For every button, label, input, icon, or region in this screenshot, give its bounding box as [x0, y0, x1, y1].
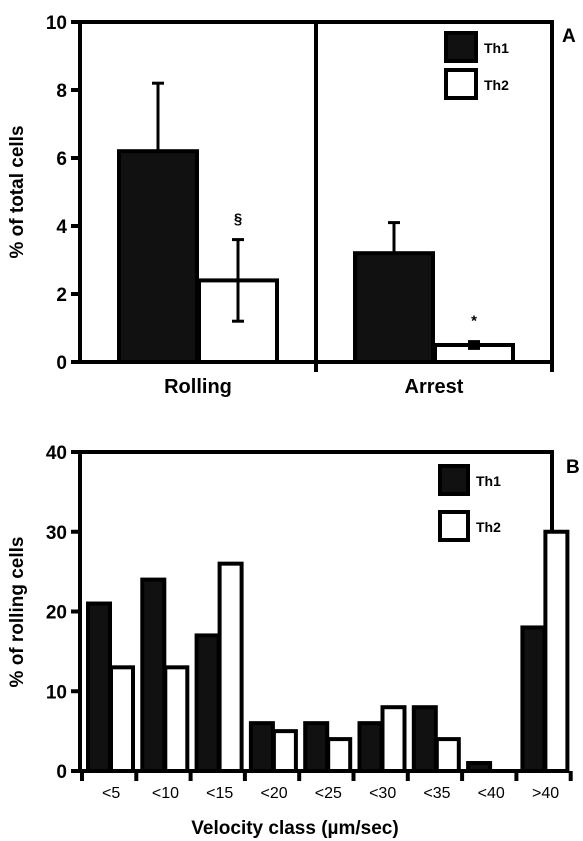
panel-a-significance-mark: § [234, 211, 242, 228]
panel-b-bar-th1-4 [303, 721, 330, 774]
panel-b-legend: Th1 Th2 [438, 464, 501, 542]
panel-b-bar-th1-3 [248, 721, 275, 774]
panel-b-ytick-label: 20 [46, 603, 67, 624]
panel-b-ytick-label: 10 [46, 682, 67, 703]
panel-a-y-axis: 0 2 4 6 8 10 [46, 13, 80, 374]
panel-b: B % of rolling cells Velocity class (µm/… [7, 443, 580, 839]
panel-b-y-axis: 0 10 20 30 40 [46, 443, 80, 783]
panel-b-bar-th1-0 [86, 601, 112, 774]
panel-b-category-label: <15 [206, 785, 233, 802]
panel-a-legend-label-th2: Th2 [484, 77, 509, 93]
panel-b-bars [86, 529, 570, 774]
panel-a-letter: A [562, 26, 576, 47]
panel-a-legend: Th1 Th2 [444, 31, 509, 100]
panel-b-legend-swatch-th1 [438, 464, 470, 496]
panel-b-category-label: <40 [478, 785, 505, 802]
panel-b-bar-th2-0 [109, 665, 135, 774]
panel-a-bar-th1-arrest [353, 251, 435, 364]
panel-a-ytick-label: 8 [56, 81, 67, 102]
panel-b-bar-th2-1 [163, 665, 190, 774]
panel-b-legend-label-th2: Th2 [476, 519, 501, 535]
panel-b-ytick-label: 0 [56, 762, 67, 783]
panel-b-category-label: >40 [532, 785, 559, 802]
panel-b-bar-th1-6 [411, 705, 438, 774]
panel-b-bar-th1-1 [140, 577, 167, 773]
panel-b-category-label: <10 [152, 785, 179, 802]
panel-a-legend-swatch-th2 [444, 68, 478, 100]
panel-b-ytick-label: 30 [46, 523, 67, 544]
panel-a-ytick-label: 10 [46, 13, 67, 34]
panel-a-ytick-label: 0 [56, 353, 67, 374]
panel-a-ytick-label: 2 [56, 285, 67, 306]
panel-a-ylabel: % of total cells [7, 125, 28, 258]
panel-b-bar-th2-2 [217, 561, 244, 774]
panel-a-ytick-label: 6 [56, 149, 67, 170]
panel-b-bar-th2-4 [326, 737, 353, 773]
panel-b-category-label: <30 [369, 785, 396, 802]
panel-b-category-label: <25 [315, 785, 342, 802]
panel-b-ytick-label: 40 [46, 443, 67, 464]
panel-a-ytick-label: 4 [56, 217, 67, 238]
panel-a-category-label: Arrest [405, 376, 464, 398]
panel-a-category-label: Rolling [164, 376, 232, 398]
panel-b-xlabel: Velocity class (µm/sec) [191, 818, 398, 839]
panel-b-bar-th1-8 [520, 625, 547, 774]
panel-b-legend-label-th1: Th1 [476, 473, 501, 489]
panel-a-x-axis: Rolling Arrest [80, 360, 554, 398]
panel-b-bar-th2-3 [271, 729, 298, 773]
panel-b-category-label: <35 [423, 785, 450, 802]
panel-b-bar-th2-5 [380, 705, 407, 774]
panel-b-category-label: <20 [260, 785, 287, 802]
panel-b-bar-th2-8 [543, 529, 570, 773]
panel-b-bar-th1-2 [194, 633, 221, 773]
panel-a-legend-swatch-th1 [444, 31, 478, 63]
panel-a-legend-label-th1: Th1 [484, 40, 509, 56]
panel-b-legend-swatch-th2 [438, 510, 470, 542]
panel-a-bar-th1-rolling [117, 149, 199, 364]
panel-b-x-axis: <5 <10 <15 <20 <25 <30 <35 <40 >40 [80, 769, 573, 802]
panel-b-bar-th2-6 [434, 737, 461, 773]
panel-a: A % of total cells 0 2 4 6 8 10 § * Rolling Arr… [7, 13, 576, 398]
panel-b-ylabel: % of rolling cells [7, 537, 28, 688]
panel-b-bar-th1-5 [357, 721, 384, 774]
panel-b-letter: B [566, 457, 580, 478]
panel-b-category-label: <5 [102, 785, 120, 802]
panel-a-significance-mark: * [471, 313, 477, 330]
